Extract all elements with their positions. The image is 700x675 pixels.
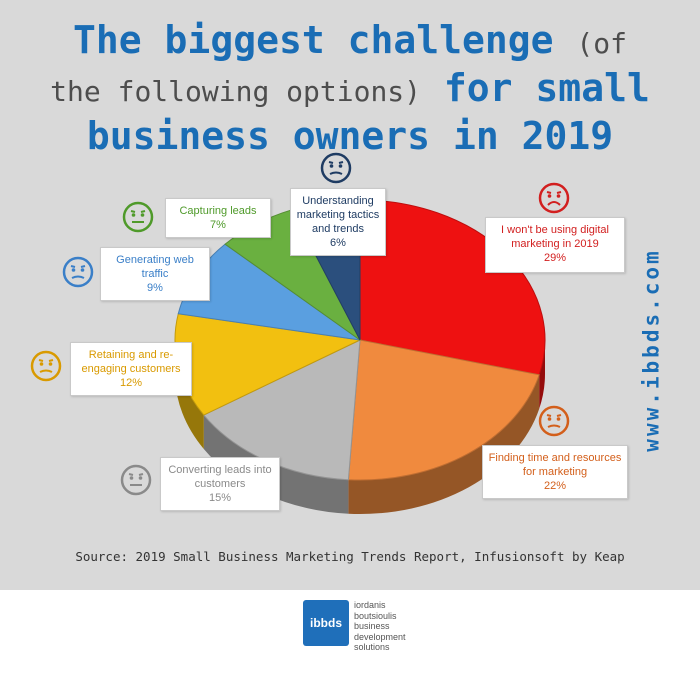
title-line-2: the following options) for small (50, 66, 650, 110)
slice-label-value: 6% (330, 237, 346, 249)
title-paren-1: (of (576, 27, 627, 60)
neutral-face-icon (122, 201, 154, 233)
slice-label-value: 29% (543, 252, 567, 264)
side-url: www.ibbds.com (612, 248, 692, 452)
slice-label-text: Generating web traffic (116, 254, 194, 280)
sad-face-icon (538, 182, 570, 214)
worried-face-icon (538, 405, 570, 437)
logo-tagline: iordanis boutsioulis business developmen… (354, 600, 406, 652)
neutral-face-icon (120, 464, 152, 496)
slice-label-6: Understanding marketing tactics and tren… (290, 188, 386, 256)
slice-label-text: Capturing leads (179, 205, 257, 217)
ibbds-logo: ibbds (303, 600, 349, 646)
slice-label-value: 12% (119, 377, 143, 389)
slice-side-0 (539, 340, 545, 409)
title-paren-2: the following options) (50, 75, 422, 108)
page-title: The biggest challenge (of the following … (0, 18, 700, 158)
side-url-text: www.ibbds.com (640, 248, 664, 452)
footer: ibbds iordanis boutsioulis business deve… (0, 590, 700, 675)
slice-label-4: Generating web traffic 9% (100, 247, 210, 301)
slice-label-text: Converting leads into customers (168, 464, 272, 490)
worried-face-icon (30, 350, 62, 382)
slice-1 (347, 339, 540, 481)
slice-label-3: Retaining and re-engaging customers 12% (70, 342, 192, 396)
slice-label-value: 22% (543, 480, 567, 492)
slice-side-1 (348, 374, 540, 514)
slice-side-2 (203, 415, 349, 514)
slice-label-value: 9% (147, 282, 163, 294)
slice-label-text: Retaining and re-engaging customers (81, 349, 181, 375)
slice-label-value: 15% (208, 492, 232, 504)
slice-label-2: Converting leads into customers 15% (160, 457, 280, 511)
slice-label-text: I won't be using digital marketing in 20… (501, 224, 609, 250)
slice-label-1: Finding time and resources for marketing… (482, 445, 628, 499)
source-note: Source: 2019 Small Business Marketing Tr… (75, 549, 625, 564)
slice-label-0: I won't be using digital marketing in 20… (485, 217, 625, 273)
worried-face-icon (320, 152, 352, 184)
title-line-3: business owners in 2019 (86, 114, 614, 158)
slice-label-5: Capturing leads 7% (165, 198, 271, 238)
slice-label-text: Finding time and resources for marketing (488, 452, 622, 478)
title-line-1: The biggest challenge (of (73, 18, 627, 62)
worried-face-icon (62, 256, 94, 288)
slice-label-text: Understanding marketing tactics and tren… (296, 195, 380, 235)
slice-label-value: 7% (210, 219, 226, 231)
